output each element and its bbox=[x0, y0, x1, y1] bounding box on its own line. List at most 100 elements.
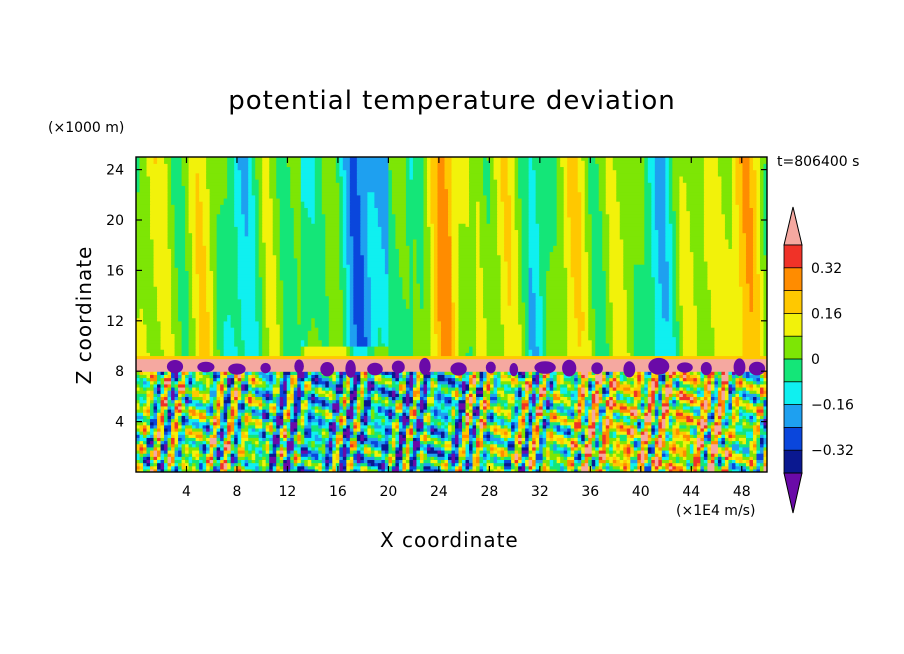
contour-cell bbox=[598, 434, 603, 438]
contour-cell bbox=[234, 390, 239, 394]
contour-cell bbox=[339, 424, 344, 429]
contour-cell bbox=[339, 405, 344, 410]
contour-cell bbox=[412, 453, 418, 457]
contour-cell bbox=[528, 431, 533, 435]
contour-cell bbox=[560, 456, 565, 460]
contour-cell bbox=[640, 390, 645, 394]
contour-cell bbox=[486, 377, 491, 382]
contour-cell bbox=[605, 453, 610, 457]
contour-cell bbox=[672, 431, 677, 435]
contour-cell bbox=[493, 418, 502, 423]
contour-cell bbox=[532, 377, 537, 382]
contour-cell bbox=[195, 440, 204, 445]
contour-cell bbox=[213, 443, 218, 448]
contour-cell bbox=[633, 434, 642, 438]
contour-cell bbox=[493, 443, 498, 448]
contour-cell bbox=[430, 412, 435, 416]
contour-cell bbox=[612, 415, 617, 420]
contour-cell bbox=[721, 427, 730, 432]
contour-cell bbox=[143, 431, 148, 435]
contour-cell bbox=[192, 459, 200, 464]
contour-cell bbox=[500, 380, 512, 385]
contour-cell bbox=[311, 462, 319, 467]
contour-cell bbox=[479, 412, 484, 416]
contour-cell bbox=[535, 418, 540, 423]
contour-cell bbox=[602, 399, 607, 404]
contour-cell bbox=[227, 427, 232, 432]
contour-cell bbox=[283, 399, 288, 404]
contour-cell bbox=[188, 459, 193, 464]
contour-cell bbox=[335, 456, 340, 460]
contour-cell bbox=[209, 393, 218, 397]
contour-cell bbox=[395, 418, 400, 423]
contour-cell bbox=[174, 415, 179, 420]
contour-cell bbox=[511, 409, 516, 413]
contour-cell bbox=[146, 427, 151, 432]
contour-cell bbox=[227, 465, 232, 470]
contour-cell bbox=[251, 380, 256, 385]
contour-cell bbox=[398, 371, 404, 375]
contour-cell bbox=[202, 437, 207, 442]
contour-cell bbox=[405, 383, 411, 388]
contour-cell bbox=[472, 418, 477, 423]
contour-cell bbox=[689, 437, 698, 442]
contour-cell bbox=[332, 440, 337, 445]
contour-cell bbox=[752, 468, 758, 472]
contour-cell bbox=[157, 459, 162, 464]
contour-cell bbox=[465, 405, 470, 410]
contour-cell bbox=[500, 393, 505, 397]
contour-cell bbox=[626, 440, 631, 445]
contour-cell bbox=[234, 424, 239, 429]
contour-cell bbox=[234, 415, 239, 420]
contour-cell bbox=[360, 390, 365, 394]
contour-cell bbox=[486, 456, 491, 460]
contour-cell bbox=[451, 415, 456, 420]
contour-cell bbox=[342, 424, 347, 429]
contour-cell bbox=[430, 377, 435, 382]
contour-cell bbox=[672, 396, 677, 401]
contour-cell bbox=[269, 424, 274, 429]
contour-cell bbox=[668, 440, 673, 445]
contour-cell bbox=[626, 443, 631, 448]
contour-cell bbox=[455, 427, 463, 432]
contour-cell bbox=[623, 446, 628, 451]
contour-cell bbox=[644, 374, 652, 379]
contour-cell bbox=[409, 468, 414, 472]
contour-cell bbox=[160, 421, 165, 426]
contour-cell bbox=[623, 415, 628, 420]
contour-cell bbox=[216, 456, 221, 460]
contour-cell bbox=[707, 412, 712, 416]
contour-cell bbox=[297, 371, 305, 375]
contour-cell bbox=[647, 402, 652, 407]
contour-cell bbox=[525, 427, 530, 432]
contour-cell bbox=[402, 390, 407, 394]
contour-cell bbox=[714, 427, 723, 432]
contour-cell bbox=[476, 459, 481, 464]
contour-cell bbox=[402, 459, 407, 464]
contour-cell bbox=[339, 415, 344, 420]
contour-cell bbox=[668, 424, 673, 429]
contour-cell bbox=[581, 446, 586, 451]
contour-cell bbox=[402, 393, 407, 397]
contour-cell bbox=[539, 399, 544, 404]
contour-cell bbox=[577, 431, 582, 435]
contour-cell bbox=[300, 421, 305, 426]
contour-cell bbox=[574, 418, 579, 423]
contour-cell bbox=[535, 386, 540, 391]
contour-cell bbox=[342, 405, 347, 410]
contour-cell bbox=[563, 468, 568, 472]
contour-cell bbox=[630, 421, 635, 426]
contour-cell bbox=[696, 390, 701, 394]
contour-cell bbox=[504, 393, 509, 397]
contour-cell bbox=[356, 374, 361, 379]
contour-cell bbox=[178, 446, 183, 451]
contour-cell bbox=[370, 409, 375, 413]
contour-cell bbox=[651, 434, 656, 438]
contour-cell bbox=[293, 377, 298, 382]
contour-cell bbox=[493, 390, 498, 394]
contour-cell bbox=[174, 456, 183, 460]
contour-cell bbox=[581, 459, 586, 464]
contour-cell bbox=[304, 371, 309, 375]
contour-cell bbox=[462, 446, 467, 451]
contour-cell bbox=[763, 402, 767, 407]
